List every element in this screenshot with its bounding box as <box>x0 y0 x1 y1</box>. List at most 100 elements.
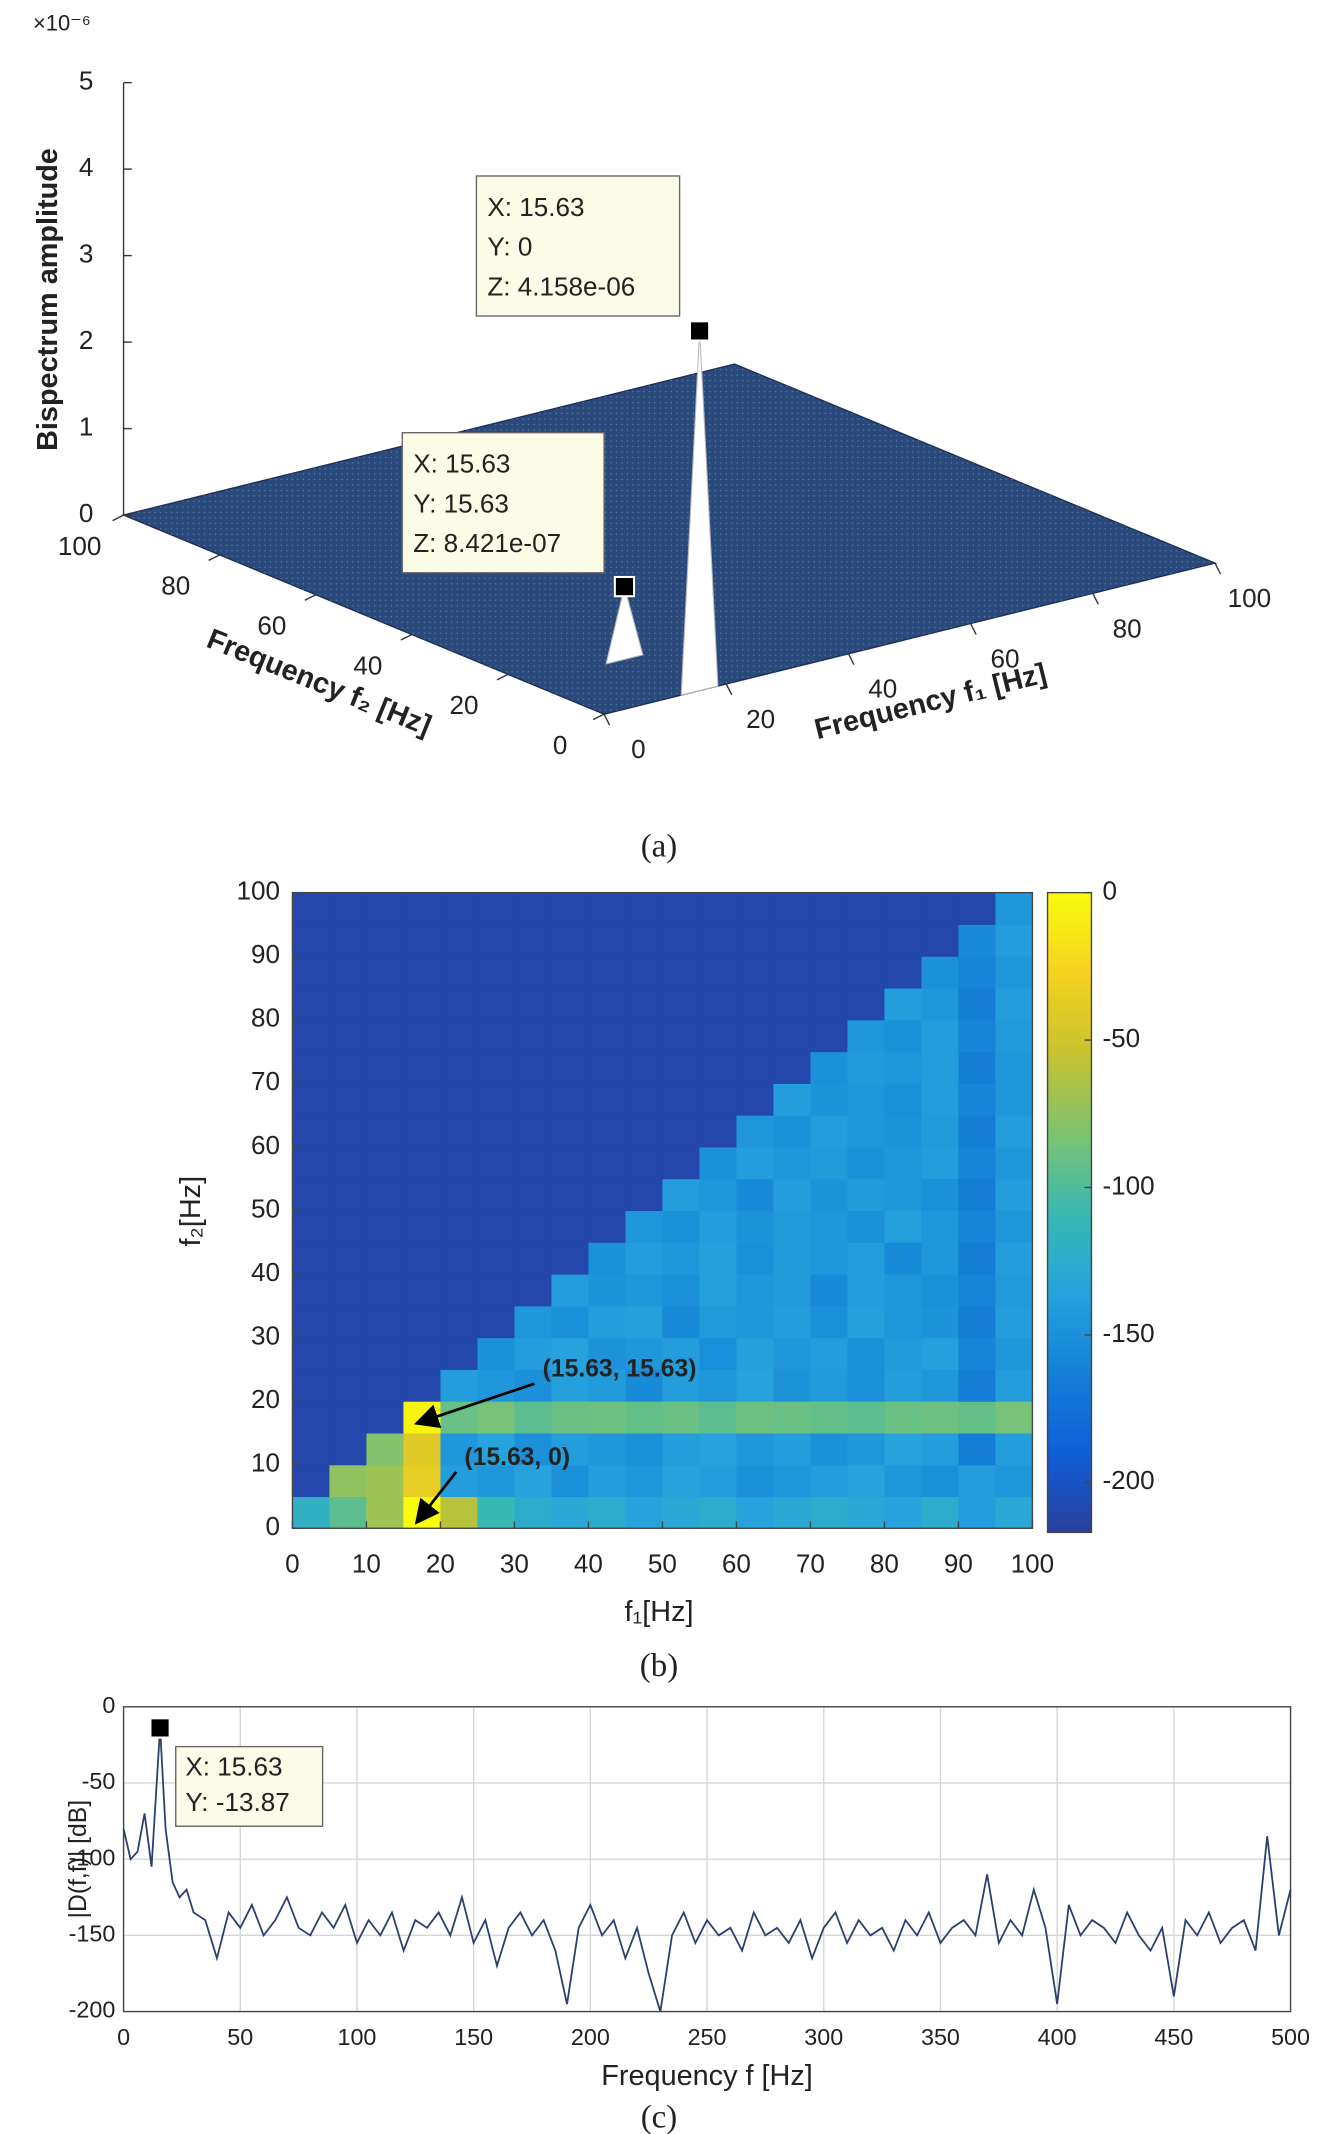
heatmap-cell <box>477 1083 515 1116</box>
y-tick-label: -150 <box>69 1921 116 1947</box>
heatmap-cell <box>551 1369 589 1402</box>
heatmap-cell <box>625 987 663 1021</box>
heatmap-cell <box>514 924 552 957</box>
heatmap-cell <box>403 1464 441 1498</box>
heatmap-cell <box>773 1242 811 1275</box>
heatmap-cell <box>699 1337 737 1370</box>
heatmap-cell <box>329 924 367 957</box>
heatmap-cell <box>884 1242 922 1275</box>
heatmap-cell <box>477 1051 515 1084</box>
heatmap-cell <box>662 1083 700 1116</box>
heatmap-cell <box>847 1210 885 1243</box>
heatmap-cell <box>995 1019 1033 1053</box>
heatmap-cell <box>921 1083 959 1116</box>
heatmap-cell <box>921 1464 959 1498</box>
heatmap-cell <box>588 1115 626 1148</box>
heatmap-cell <box>329 1178 367 1212</box>
colorbar-tick-label: 0 <box>1102 876 1117 906</box>
datatip-box <box>401 432 605 574</box>
heatmap-cell <box>403 1210 441 1243</box>
heatmap-cell <box>995 956 1033 989</box>
heatmap-cell <box>773 1401 811 1434</box>
heatmap-cell <box>773 1305 811 1339</box>
heatmap-cell <box>440 1083 478 1116</box>
heatmap-cell <box>366 1083 404 1116</box>
colorbar <box>1046 891 1093 1534</box>
heatmap-cell <box>292 1369 330 1402</box>
heatmap-cell <box>588 1019 626 1053</box>
heatmap-cell <box>884 987 922 1021</box>
heatmap-cell <box>921 1274 959 1307</box>
datatip-marker <box>688 320 711 342</box>
heatmap-cell <box>292 1083 330 1116</box>
heatmap-cell <box>699 1432 737 1466</box>
heatmap-cell <box>773 1274 811 1307</box>
heatmap-cell <box>329 1242 367 1275</box>
heatmap-cell <box>440 1242 478 1275</box>
y-tick <box>400 633 413 641</box>
heatmap-cell <box>625 1464 663 1498</box>
heatmap-cell <box>958 1051 996 1084</box>
heatmap-cell <box>329 1432 367 1466</box>
x-tick-label: 40 <box>574 1548 603 1578</box>
heatmap-cell <box>810 1242 848 1275</box>
x-tick-label: 30 <box>500 1548 529 1578</box>
heatmap-cell <box>810 1115 848 1148</box>
heatmap-cell <box>292 1146 330 1180</box>
heatmap-cell <box>958 1019 996 1053</box>
heatmap-cell <box>921 1019 959 1053</box>
heatmap-cell <box>847 1019 885 1053</box>
heatmap-cell <box>884 1115 922 1148</box>
heatmap-cell <box>921 1210 959 1243</box>
heatmap-cell <box>958 1369 996 1402</box>
heatmap-cell <box>588 892 626 925</box>
heatmap-cell <box>810 956 848 989</box>
peak-spike <box>605 586 644 665</box>
heatmap-cell <box>292 987 330 1021</box>
heatmap-cell <box>403 1242 441 1275</box>
heatmap-cell <box>736 1178 774 1212</box>
heatmap-cell <box>366 1432 404 1466</box>
heatmap-cell <box>625 892 663 925</box>
heatmap-cell <box>810 1051 848 1084</box>
heatmap-cell <box>662 1305 700 1339</box>
heatmap-cell <box>440 1401 478 1434</box>
heatmap-cell <box>625 1432 663 1466</box>
heatmap-cell <box>884 1464 922 1498</box>
heatmap-cell <box>884 1305 922 1339</box>
heatmap-cell <box>699 1115 737 1148</box>
heatmap-cell <box>847 1337 885 1370</box>
heatmap-cell <box>995 1083 1033 1116</box>
y-tick <box>304 594 317 601</box>
heatmap-cell <box>699 1496 737 1529</box>
heatmap-cell <box>477 924 515 957</box>
heatmap-cell <box>366 1464 404 1498</box>
heatmap-cell <box>884 1051 922 1084</box>
heatmap-cell <box>662 1019 700 1053</box>
heatmap-cell <box>440 1178 478 1212</box>
heatmap-cell <box>699 956 737 989</box>
heatmap-cell <box>477 1464 515 1498</box>
heatmap-cell <box>884 1401 922 1434</box>
heatmap-cell <box>551 987 589 1021</box>
heatmap-cell <box>847 1051 885 1084</box>
heatmap-cell <box>477 1210 515 1243</box>
heatmap-cell <box>403 1178 441 1212</box>
heatmap-cell <box>921 956 959 989</box>
heatmap-cell <box>699 1083 737 1116</box>
heatmap-cell <box>329 892 367 925</box>
heatmap-cell <box>736 1115 774 1148</box>
heatmap-cell <box>551 1401 589 1434</box>
colorbar-tick-label: -50 <box>1102 1023 1140 1053</box>
heatmap-cell <box>699 1178 737 1212</box>
heatmap-cell <box>921 1432 959 1466</box>
heatmap-cell <box>403 1019 441 1053</box>
plot-frame <box>122 1706 1292 2013</box>
heatmap-cell <box>366 924 404 957</box>
heatmap-cell <box>847 1274 885 1307</box>
y-tick-label: -100 <box>69 1844 116 1870</box>
y-tick <box>496 673 509 681</box>
heatmap-cell <box>810 892 848 925</box>
heatmap-cell <box>366 1242 404 1275</box>
